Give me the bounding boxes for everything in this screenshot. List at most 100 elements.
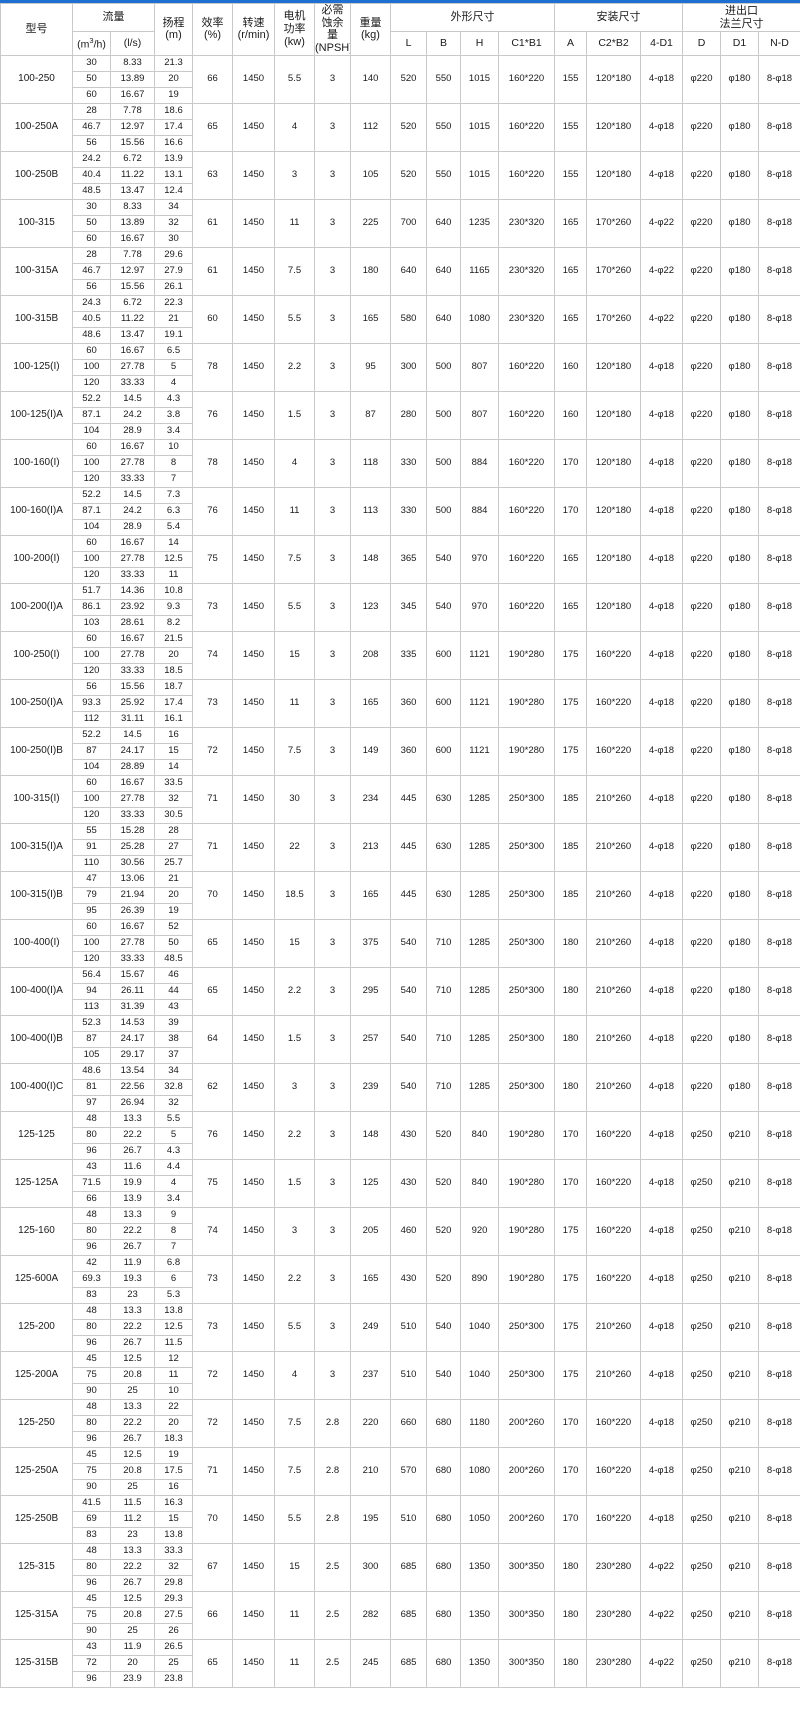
table-row: 81 22.56 32.8 [1, 1078, 800, 1096]
cell-flow-ls: 25 [110, 1478, 155, 1496]
cell-A: 170 [554, 1110, 587, 1160]
table-row: 93.3 25.92 17.4 [1, 694, 800, 712]
cell-speed: 1450 [232, 150, 275, 200]
cell-speed: 1450 [232, 582, 275, 632]
cell-B: 680 [426, 1542, 461, 1592]
cell-speed: 1450 [232, 966, 275, 1016]
table-row: 100-250(I) 60 16.67 21.5 74 1450 15 3 208 335 600 1… [0, 630, 800, 680]
cell-flow-m3h: 71.5 [72, 1174, 111, 1192]
cell-speed: 1450 [232, 54, 275, 104]
table-body: 100-250 30 8.33 21.3 66 1450 5.5 3 140 520 550 1015… [0, 54, 800, 1688]
cell-weight: 165 [350, 1254, 391, 1304]
cell-flow-ls: 14.5 [110, 486, 155, 504]
cell-N-D: 8-φ18 [758, 438, 800, 488]
cell-D1: φ180 [720, 774, 759, 824]
cell-4-D1: 4-φ18 [640, 726, 683, 776]
cell-head: 32 [154, 214, 193, 232]
cell-head: 16 [154, 1478, 193, 1496]
cell-flow-ls: 16.67 [110, 918, 155, 936]
cell-weight: 210 [350, 1446, 391, 1496]
cell-D1: φ180 [720, 966, 759, 1016]
cell-D: φ220 [682, 342, 721, 392]
cell-efficiency: 66 [192, 1590, 233, 1640]
cell-H: 1040 [460, 1302, 499, 1352]
cell-flow-m3h: 93.3 [72, 694, 111, 712]
cell-D1: φ210 [720, 1638, 759, 1688]
cell-flow-ls: 28.61 [110, 614, 155, 632]
header-head-line1: 扬程 [162, 16, 185, 29]
cell-flow-m3h: 56 [72, 278, 111, 296]
cell-head: 32.8 [154, 1078, 193, 1096]
cell-L: 445 [390, 822, 427, 872]
cell-C2B2: 160*220 [586, 1110, 641, 1160]
cell-4-D1: 4-φ18 [640, 150, 683, 200]
table-row: 48.6 13.47 19.1 [1, 326, 800, 344]
cell-head: 19.1 [154, 326, 193, 344]
cell-flow-m3h: 81 [72, 1078, 111, 1096]
cell-4-D1: 4-φ18 [640, 486, 683, 536]
cell-D: φ220 [682, 198, 721, 248]
cell-A: 160 [554, 342, 587, 392]
cell-motor-power: 11 [274, 1638, 315, 1688]
cell-flow-ls: 25.28 [110, 838, 155, 856]
cell-A: 175 [554, 1350, 587, 1400]
cell-H: 884 [460, 438, 499, 488]
cell-flow-m3h: 79 [72, 886, 111, 904]
cell-efficiency: 65 [192, 966, 233, 1016]
cell-N-D: 8-φ18 [758, 918, 800, 968]
cell-weight: 140 [350, 54, 391, 104]
cell-C1B1: 190*280 [498, 1206, 555, 1256]
cell-npsh: 3 [314, 726, 351, 776]
cell-D: φ250 [682, 1590, 721, 1640]
cell-B: 600 [426, 678, 461, 728]
header-B: B [426, 31, 461, 56]
cell-head: 28 [154, 822, 193, 840]
cell-npsh: 3 [314, 678, 351, 728]
header-npsh-line4: (NPSH) [315, 41, 351, 54]
table-row: 96 26.7 11.5 [1, 1334, 800, 1352]
cell-speed: 1450 [232, 246, 275, 296]
cell-flow-m3h: 96 [72, 1670, 111, 1688]
cell-B: 710 [426, 1062, 461, 1112]
cell-flow-ls: 31.11 [110, 710, 155, 728]
cell-C2B2: 160*220 [586, 630, 641, 680]
cell-B: 600 [426, 630, 461, 680]
cell-head: 15 [154, 742, 193, 760]
cell-C1B1: 190*280 [498, 1254, 555, 1304]
cell-head: 38 [154, 1030, 193, 1048]
cell-D: φ220 [682, 582, 721, 632]
cell-D1: φ180 [720, 822, 759, 872]
cell-D1: φ180 [720, 726, 759, 776]
cell-head: 16.3 [154, 1494, 193, 1512]
cell-npsh: 3 [314, 390, 351, 440]
cell-motor-power: 1.5 [274, 1014, 315, 1064]
cell-flow-m3h: 87.1 [72, 406, 111, 424]
cell-A: 170 [554, 1158, 587, 1208]
cell-weight: 165 [350, 870, 391, 920]
cell-4-D1: 4-φ18 [640, 1062, 683, 1112]
cell-H: 807 [460, 342, 499, 392]
cell-flow-ls: 12.97 [110, 262, 155, 280]
cell-C2B2: 210*260 [586, 1062, 641, 1112]
cell-flow-m3h: 69.3 [72, 1270, 111, 1288]
cell-flow-ls: 11.6 [110, 1158, 155, 1176]
cell-flow-ls: 22.2 [110, 1558, 155, 1576]
table-row: 110 30.56 25.7 [1, 854, 800, 872]
cell-flow-ls: 16.67 [110, 438, 155, 456]
cell-speed: 1450 [232, 390, 275, 440]
header-npsh-line2: 蚀余 [321, 16, 344, 29]
cell-model: 100-315 [0, 198, 73, 248]
cell-npsh: 3 [314, 1350, 351, 1400]
cell-flow-m3h: 45 [72, 1446, 111, 1464]
header-model: 型号 [0, 3, 73, 56]
cell-H: 970 [460, 582, 499, 632]
cell-B: 550 [426, 54, 461, 104]
cell-flow-m3h: 47 [72, 870, 111, 888]
cell-head: 48.5 [154, 950, 193, 968]
cell-D1: φ210 [720, 1158, 759, 1208]
cell-H: 1050 [460, 1494, 499, 1544]
cell-A: 175 [554, 630, 587, 680]
cell-efficiency: 74 [192, 630, 233, 680]
cell-H: 1180 [460, 1398, 499, 1448]
cell-head: 20 [154, 646, 193, 664]
